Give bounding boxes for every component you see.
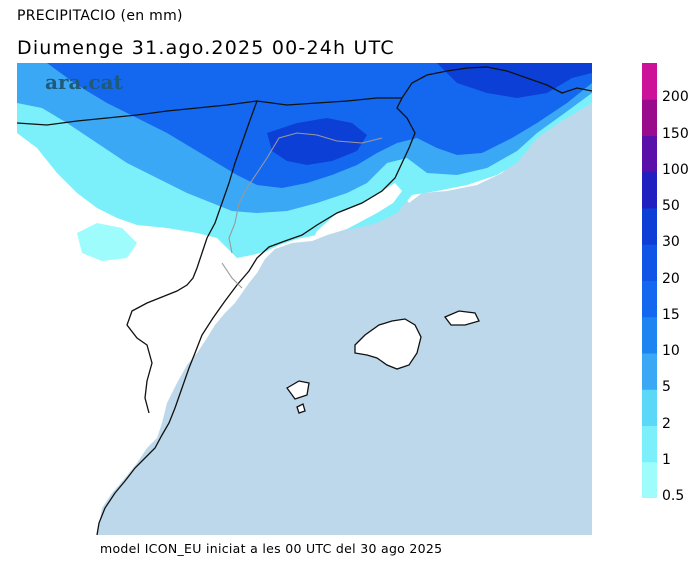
legend-label: 15 — [662, 306, 680, 323]
legend-label: 30 — [662, 234, 680, 251]
color-legend — [642, 63, 657, 498]
map-subtitle: Diumenge 31.ago.2025 00-24h UTC — [17, 37, 395, 59]
legend-swatch — [642, 316, 657, 354]
legend-label: 50 — [662, 198, 680, 214]
legend-swatch — [642, 389, 657, 426]
legend-swatch — [642, 280, 657, 318]
ara-cat-logo: ara.cat — [45, 70, 123, 94]
legend-label: 200 — [662, 89, 689, 106]
coastline — [96, 66, 592, 535]
regional-border — [126, 100, 258, 414]
national-border — [17, 97, 402, 126]
legend-swatch — [642, 353, 657, 390]
legend-swatch — [642, 135, 657, 173]
precip-patch-west — [77, 223, 137, 261]
legend-label: 2 — [662, 415, 671, 432]
formentera-island — [296, 403, 306, 414]
map-svg — [17, 63, 592, 535]
legend-swatch — [642, 461, 657, 498]
province-border — [221, 132, 383, 289]
eivissa-island — [286, 380, 310, 400]
menorca-island — [443, 310, 480, 326]
legend-label: 150 — [662, 125, 689, 142]
legend-label: 100 — [662, 161, 689, 178]
legend-swatch — [642, 99, 657, 136]
legend-swatch — [642, 63, 657, 100]
legend-swatch — [642, 244, 657, 281]
legend-label: 10 — [662, 343, 680, 359]
precip-area-intense — [197, 63, 592, 165]
legend-label: 0.5 — [662, 488, 685, 504]
dry-coast — [312, 183, 402, 241]
map-title: PRECIPITACIO (en mm) — [17, 8, 183, 24]
mallorca-island — [354, 318, 422, 370]
legend-label: 1 — [662, 451, 671, 468]
legend-label: 5 — [662, 379, 671, 396]
legend-label: 20 — [662, 270, 680, 287]
precipitation-map — [17, 63, 592, 535]
sea-area — [97, 103, 592, 535]
legend-swatch — [642, 425, 657, 463]
legend-swatch — [642, 208, 657, 245]
legend-swatch — [642, 171, 657, 209]
model-footer: model ICON_EU iniciat a les 00 UTC del 3… — [100, 541, 443, 556]
